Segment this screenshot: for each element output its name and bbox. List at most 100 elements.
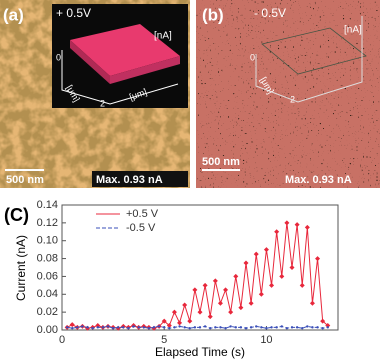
marker	[243, 260, 249, 266]
marker	[193, 326, 197, 329]
legend-label: -0.5 V	[126, 222, 156, 234]
series-line	[66, 222, 329, 329]
plot-frame	[61, 204, 339, 331]
y-axis-label: Current (nA)	[14, 235, 28, 301]
panel-label: (b)	[202, 5, 224, 24]
marker	[127, 327, 130, 330]
axis-tick: 0	[250, 52, 255, 62]
scale-label: 500 nm	[202, 156, 240, 168]
marker	[265, 327, 268, 330]
current-surface	[261, 27, 367, 75]
marker	[161, 318, 167, 324]
marker	[299, 282, 305, 288]
marker	[229, 325, 232, 328]
marker	[263, 247, 269, 253]
marker	[275, 326, 278, 329]
panel-a: (a) + 0.5V [nA] [μm] [μm] 0 2 500 nm Max…	[0, 0, 190, 188]
marker	[137, 326, 140, 329]
surface-side	[110, 56, 180, 84]
y-tick-label: 0.14	[37, 199, 58, 211]
marker	[178, 325, 181, 328]
marker	[306, 325, 309, 328]
marker	[96, 326, 99, 329]
marker	[260, 326, 263, 329]
marker	[202, 282, 208, 288]
axis-tick: 2	[290, 94, 295, 104]
marker	[258, 291, 264, 297]
marker	[132, 325, 135, 328]
scale-label: 500 nm	[6, 174, 44, 186]
marker	[168, 327, 171, 330]
inset-axes	[61, 50, 179, 105]
marker	[65, 326, 69, 329]
panel-b: (b) - 0.5V [nA] [μm] 0 2 500 nm Max. 0.9…	[196, 0, 380, 188]
marker	[304, 224, 310, 230]
marker	[188, 327, 191, 330]
marker	[187, 318, 193, 324]
marker	[325, 323, 331, 329]
y-tick-label: 0.08	[37, 252, 58, 264]
z-unit: [nA]	[154, 31, 172, 42]
afm-texture	[196, 0, 380, 188]
axis-tick: 2	[100, 98, 105, 108]
marker	[91, 327, 94, 330]
marker	[183, 326, 186, 329]
marker	[152, 326, 156, 329]
marker	[106, 325, 110, 328]
marker	[203, 325, 207, 328]
marker	[223, 287, 229, 293]
marker	[274, 229, 280, 235]
y-tick-label: 0.06	[37, 270, 58, 282]
marker	[147, 327, 151, 330]
panel-label: (C)	[4, 205, 29, 225]
marker	[76, 326, 79, 329]
x-tick-label: 10	[260, 334, 272, 346]
z-unit: [nA]	[344, 25, 362, 36]
marker	[71, 327, 74, 330]
inset-axes	[255, 16, 363, 103]
marker	[249, 326, 253, 329]
marker	[209, 327, 212, 330]
marker	[157, 325, 161, 328]
marker	[212, 278, 218, 284]
marker	[295, 326, 299, 329]
marker	[163, 326, 166, 329]
marker	[315, 256, 321, 262]
marker	[279, 273, 285, 279]
marker	[182, 302, 188, 308]
max-box	[92, 171, 188, 187]
marker	[320, 318, 326, 324]
legend-label: +0.5 V	[126, 208, 159, 220]
y-tick-label: 0.02	[37, 306, 58, 318]
y-tick-label: 0.04	[37, 288, 58, 300]
marker	[192, 287, 198, 293]
series-line	[67, 325, 328, 329]
marker	[290, 326, 294, 329]
marker	[244, 327, 248, 330]
marker	[294, 222, 300, 228]
marker	[219, 326, 222, 329]
marker	[207, 314, 213, 320]
marker	[280, 325, 283, 328]
marker	[173, 326, 176, 329]
marker	[269, 282, 275, 288]
marker	[117, 326, 120, 329]
y-tick-label: 0.10	[37, 235, 58, 247]
marker	[309, 300, 315, 306]
marker	[142, 326, 145, 329]
marker	[316, 326, 319, 329]
marker	[321, 327, 324, 330]
axis-tick: 0	[56, 52, 61, 62]
marker	[166, 323, 172, 329]
marker	[81, 325, 84, 328]
marker	[197, 309, 203, 315]
marker	[69, 322, 75, 328]
marker	[224, 327, 227, 330]
marker	[285, 327, 289, 330]
marker	[177, 320, 183, 326]
surface-side	[70, 40, 110, 84]
max-label: Max. 0.93 nA	[285, 174, 352, 186]
x-tick-label: 0	[59, 334, 65, 346]
marker	[171, 309, 177, 315]
